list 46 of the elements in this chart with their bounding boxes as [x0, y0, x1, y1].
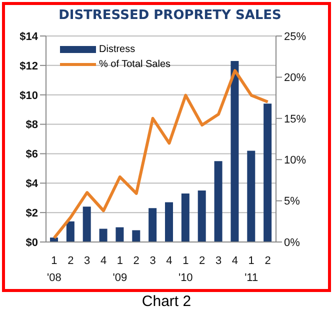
y-tick-label: $6 [26, 148, 38, 161]
y-tick-label: $8 [26, 119, 38, 132]
x-tick-label: 3 [150, 255, 156, 267]
bar [214, 161, 222, 242]
legend-label: % of Total Sales [99, 59, 171, 70]
legend-label: Distress [99, 44, 136, 55]
bar [132, 230, 140, 242]
bar [264, 104, 272, 242]
y-tick-label: $4 [26, 178, 39, 190]
y-tick-label: $12 [20, 60, 38, 72]
bar [99, 228, 108, 242]
bar [82, 206, 91, 242]
y-tick-label: $2 [26, 207, 38, 220]
x-tick-label: 3 [215, 255, 222, 267]
y2-tick-label: 15% [284, 113, 306, 126]
y-tick-label: $10 [20, 90, 38, 102]
bar [247, 150, 256, 242]
y-tick-label: $0 [26, 236, 38, 249]
x-tick-label: 2 [133, 255, 140, 267]
y2-tick-label: 10% [284, 154, 306, 167]
x-tick-label: 1 '08 [47, 255, 62, 284]
line-series [52, 69, 270, 240]
y-tick-label: $14 [20, 30, 39, 43]
x-tick-label: 2 [264, 255, 271, 267]
x-tick-label: 1 '09 [112, 255, 128, 284]
x-tick-label: 4 [166, 255, 172, 267]
bar [165, 202, 173, 242]
x-tick-label: 4 [232, 255, 238, 267]
caption: Chart 2 [140, 293, 192, 310]
y2-tick-label: 25% [284, 30, 306, 43]
bar [230, 61, 239, 242]
x-tick-label: 3 [84, 255, 90, 267]
x-tick-label: 2 [199, 255, 206, 267]
bar [148, 208, 157, 242]
x-tick-label: 4 [100, 255, 107, 267]
bar [116, 227, 124, 242]
x-tick-label: 1 '11 [244, 255, 258, 284]
y2-tick-label: 20% [284, 72, 306, 84]
chart-title: DISTRESSED PROPRETY SALES [58, 8, 282, 23]
y2-tick-label: 0% [284, 236, 300, 249]
bar [181, 193, 190, 242]
x-tick-label: 2 [68, 255, 74, 267]
x-tick-label: 1 '10 [178, 255, 193, 284]
y2-tick-label: 5% [284, 196, 300, 208]
bar [66, 221, 74, 242]
bar [198, 190, 206, 242]
